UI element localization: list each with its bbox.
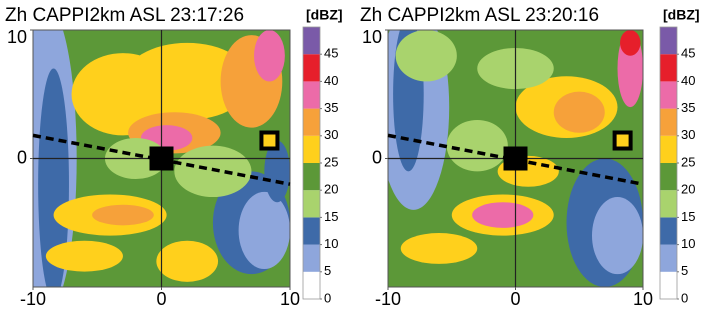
colorbar-tick-label: 0	[681, 290, 688, 305]
colorbar-tick-label: 30	[681, 127, 695, 142]
echo-region	[400, 233, 478, 264]
colorbar-tick-label: 10	[681, 236, 695, 251]
colorbar-segment	[660, 163, 677, 191]
colorbar-segment	[303, 271, 320, 299]
echo-region	[446, 119, 508, 172]
colorbar-segment	[660, 217, 677, 245]
y-tick-label: 10	[362, 27, 382, 47]
colorbar-label: [dBZ]	[306, 7, 343, 23]
colorbar-segment	[660, 190, 677, 218]
colorbar-segment	[303, 244, 320, 272]
target-marker	[612, 130, 633, 151]
colorbar-tick-label: 5	[681, 263, 688, 278]
colorbar-tick-label: 15	[324, 209, 338, 224]
echo-region	[38, 68, 69, 287]
colorbar-tick-label: 35	[681, 100, 695, 115]
colorbar-tick-label: 30	[324, 127, 338, 142]
scan-line	[387, 133, 644, 186]
colorbar-tick-label: 25	[324, 154, 338, 169]
colorbar-segment	[660, 108, 677, 136]
colorbar-tick-label: 25	[681, 154, 695, 169]
echo-region	[553, 91, 605, 133]
colorbar-tick-label: 40	[681, 73, 695, 88]
colorbar-tick-label: 35	[324, 100, 338, 115]
colorbar-segment	[303, 217, 320, 245]
colorbar-segment	[660, 244, 677, 272]
echo-region	[45, 240, 123, 272]
reflectivity-field	[388, 30, 643, 287]
panel-title: Zh CAPPI2km ASL 23:20:16	[360, 5, 599, 26]
echo-region	[122, 42, 252, 120]
echo-region	[156, 240, 219, 282]
radar-site	[149, 146, 174, 171]
echo-region	[92, 204, 154, 226]
x-tick-label: 0	[156, 289, 166, 309]
colorbar-tick-label: 45	[324, 46, 338, 61]
echo-region	[592, 197, 643, 275]
x-tick-label: 10	[633, 289, 653, 309]
x-tick-label: -10	[20, 289, 46, 309]
y-tick-label: 0	[372, 147, 382, 167]
colorbar-tick-label: 10	[324, 236, 338, 251]
colorbar-label: [dBZ]	[663, 7, 700, 23]
y-tick-label: 0	[17, 147, 27, 167]
colorbar-tick-label: 40	[324, 73, 338, 88]
colorbar-segment	[303, 81, 320, 109]
echo-region	[395, 30, 457, 82]
radar-site	[503, 146, 528, 171]
colorbar-segment	[660, 54, 677, 82]
colorbar-segment	[303, 163, 320, 191]
colorbar-segment	[303, 54, 320, 82]
x-tick-label: -10	[375, 289, 401, 309]
colorbar-segment	[660, 135, 677, 163]
echo-region	[238, 191, 290, 270]
panel-title: Zh CAPPI2km ASL 23:17:26	[5, 5, 244, 26]
x-tick-label: 0	[510, 289, 520, 309]
colorbar-segment	[303, 27, 320, 55]
echo-region	[472, 202, 534, 228]
colorbar-tick-label: 15	[681, 209, 695, 224]
echo-region	[620, 30, 641, 56]
colorbar-tick-label: 45	[681, 46, 695, 61]
radar-panel: Zh CAPPI2km ASL 23:20:16 -10 0 10 0 10 [dBZ] 0 5…	[360, 5, 700, 309]
colorbar-segment	[303, 190, 320, 218]
y-tick-label: 10	[7, 27, 27, 47]
colorbar-segment	[303, 108, 320, 136]
echo-region	[174, 145, 252, 198]
target-marker	[259, 130, 280, 151]
radar-panel: Zh CAPPI2km ASL 23:17:26 -10 0 10 0 10 [dBZ] 0 5…	[5, 5, 343, 309]
echo-region	[254, 30, 285, 82]
colorbar-tick-label: 5	[324, 263, 331, 278]
colorbar-tick-label: 20	[681, 182, 695, 197]
colorbar-segment	[303, 135, 320, 163]
colorbar-tick-label: 0	[324, 290, 331, 305]
echo-region	[264, 140, 290, 203]
colorbar-segment	[660, 27, 677, 55]
colorbar-segment	[660, 271, 677, 299]
colorbar-tick-label: 20	[324, 182, 338, 197]
colorbar-segment	[660, 81, 677, 109]
x-tick-label: 10	[280, 289, 300, 309]
